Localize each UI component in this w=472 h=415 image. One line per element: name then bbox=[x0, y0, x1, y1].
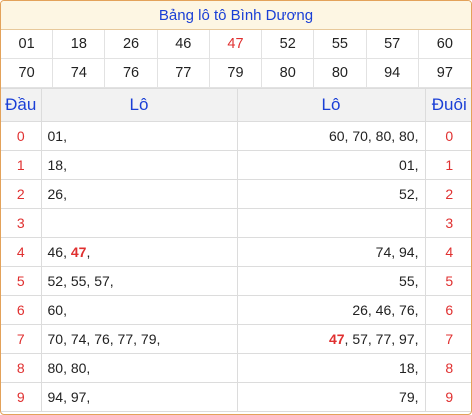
duoi-digit: 6 bbox=[424, 295, 471, 325]
lo-by-duoi-cell: 55, bbox=[236, 266, 426, 296]
number-list-text: 80, 80, bbox=[47, 360, 91, 376]
dau-digit: 1 bbox=[1, 150, 42, 180]
result-number: 18 bbox=[53, 30, 106, 59]
header-duoi: Đuôi bbox=[424, 88, 471, 122]
lo-by-duoi-cell: 79, bbox=[236, 382, 426, 412]
result-number: 47 bbox=[209, 30, 263, 59]
lo-by-dau-cell: 01, bbox=[40, 121, 238, 151]
result-number: 94 bbox=[366, 59, 419, 88]
highlighted-number: 47 bbox=[328, 331, 345, 347]
dau-digit: 2 bbox=[1, 179, 42, 209]
result-number: 46 bbox=[157, 30, 210, 59]
number-list-text: , 57, 77, 97, bbox=[344, 331, 419, 347]
duoi-digit: 2 bbox=[424, 179, 471, 209]
result-number: 52 bbox=[262, 30, 315, 59]
result-number: 77 bbox=[157, 59, 210, 88]
lo-by-duoi-cell bbox=[236, 208, 426, 238]
result-number: 80 bbox=[314, 59, 367, 88]
duoi-digit: 8 bbox=[424, 353, 471, 383]
table-row: 7 70, 74, 76, 77, 79, 47, 57, 77, 97, 7 bbox=[1, 324, 471, 354]
result-number: 57 bbox=[366, 30, 419, 59]
lo-by-duoi-cell: 74, 94, bbox=[236, 237, 426, 267]
table-row: 0 01, 60, 70, 80, 80, 0 bbox=[1, 121, 471, 151]
result-number: 76 bbox=[105, 59, 158, 88]
table-row: 2 26, 52, 2 bbox=[1, 179, 471, 209]
result-numbers-grid: 01 18 26 46 47 52 55 57 60 70 74 76 77 79 80 80 94 97 bbox=[1, 30, 471, 88]
number-list-text: 79, bbox=[399, 389, 419, 405]
result-number: 60 bbox=[418, 30, 471, 59]
table-row: 9 94, 97, 79, 9 bbox=[1, 382, 471, 412]
dau-digit: 4 bbox=[1, 237, 42, 267]
dau-digit: 9 bbox=[1, 382, 42, 412]
header-dau: Đầu bbox=[1, 88, 42, 122]
number-list-text: 01, bbox=[399, 157, 419, 173]
lo-by-duoi-cell: 52, bbox=[236, 179, 426, 209]
number-list-text: 18, bbox=[399, 360, 419, 376]
loto-table: Đầu Lô Lô Đuôi 0 01, 60, 70, 80, 80, 0 1 18, 0… bbox=[1, 88, 471, 412]
lo-by-dau-cell: 60, bbox=[40, 295, 238, 325]
duoi-digit: 4 bbox=[424, 237, 471, 267]
duoi-digit: 5 bbox=[424, 266, 471, 296]
dau-digit: 3 bbox=[1, 208, 42, 238]
number-list-text: 60, 70, 80, 80, bbox=[328, 128, 419, 144]
table-row: 4 46, 47, 74, 94, 4 bbox=[1, 237, 471, 267]
table-row: 6 60, 26, 46, 76, 6 bbox=[1, 295, 471, 325]
lo-by-dau-cell: 70, 74, 76, 77, 79, bbox=[40, 324, 238, 354]
number-list-text: 26, bbox=[47, 186, 67, 202]
table-row: 1 18, 01, 1 bbox=[1, 150, 471, 180]
dau-digit: 0 bbox=[1, 121, 42, 151]
lo-by-dau-cell: 18, bbox=[40, 150, 238, 180]
result-number: 55 bbox=[314, 30, 367, 59]
number-list-text: 70, 74, 76, 77, 79, bbox=[47, 331, 161, 347]
number-list-text: 60, bbox=[47, 302, 67, 318]
lo-by-dau-cell bbox=[40, 208, 238, 238]
dau-digit: 6 bbox=[1, 295, 42, 325]
lo-by-duoi-cell: 60, 70, 80, 80, bbox=[236, 121, 426, 151]
result-number: 01 bbox=[1, 30, 54, 59]
number-list-text: 52, bbox=[399, 186, 419, 202]
duoi-digit: 1 bbox=[424, 150, 471, 180]
result-number: 70 bbox=[1, 59, 54, 88]
result-number: 79 bbox=[209, 59, 263, 88]
duoi-digit: 7 bbox=[424, 324, 471, 354]
result-number: 74 bbox=[53, 59, 106, 88]
result-number: 80 bbox=[262, 59, 315, 88]
result-number: 26 bbox=[105, 30, 158, 59]
result-number: 97 bbox=[418, 59, 471, 88]
lo-by-dau-cell: 26, bbox=[40, 179, 238, 209]
duoi-digit: 0 bbox=[424, 121, 471, 151]
dau-digit: 7 bbox=[1, 324, 42, 354]
number-list-text: 55, bbox=[399, 273, 419, 289]
lo-by-duoi-cell: 18, bbox=[236, 353, 426, 383]
duoi-digit: 3 bbox=[424, 208, 471, 238]
number-list-text: 26, 46, 76, bbox=[352, 302, 419, 318]
dau-digit: 5 bbox=[1, 266, 42, 296]
lo-by-dau-cell: 94, 97, bbox=[40, 382, 238, 412]
header-lo-right: Lô bbox=[236, 88, 426, 122]
number-list-text: 01, bbox=[47, 128, 67, 144]
number-list-text: 52, 55, 57, bbox=[47, 273, 114, 289]
loto-table-header: Đầu Lô Lô Đuôi bbox=[1, 88, 471, 122]
dau-digit: 8 bbox=[1, 353, 42, 383]
number-list-text: 94, 97, bbox=[47, 389, 91, 405]
number-list-text: , bbox=[86, 244, 91, 260]
table-row: 8 80, 80, 18, 8 bbox=[1, 353, 471, 383]
lo-by-dau-cell: 80, 80, bbox=[40, 353, 238, 383]
board-title: Bảng lô tô Bình Dương bbox=[1, 1, 471, 30]
duoi-digit: 9 bbox=[424, 382, 471, 412]
number-list-text: 74, 94, bbox=[375, 244, 419, 260]
lo-by-duoi-cell: 26, 46, 76, bbox=[236, 295, 426, 325]
number-list-text: 18, bbox=[47, 157, 67, 173]
lo-by-duoi-cell: 01, bbox=[236, 150, 426, 180]
highlighted-number: 47 bbox=[70, 244, 87, 260]
table-row: 5 52, 55, 57, 55, 5 bbox=[1, 266, 471, 296]
number-list-text: 46, bbox=[47, 244, 71, 260]
lo-by-duoi-cell: 47, 57, 77, 97, bbox=[236, 324, 426, 354]
lo-by-dau-cell: 46, 47, bbox=[40, 237, 238, 267]
header-lo-left: Lô bbox=[40, 88, 238, 122]
lo-by-dau-cell: 52, 55, 57, bbox=[40, 266, 238, 296]
